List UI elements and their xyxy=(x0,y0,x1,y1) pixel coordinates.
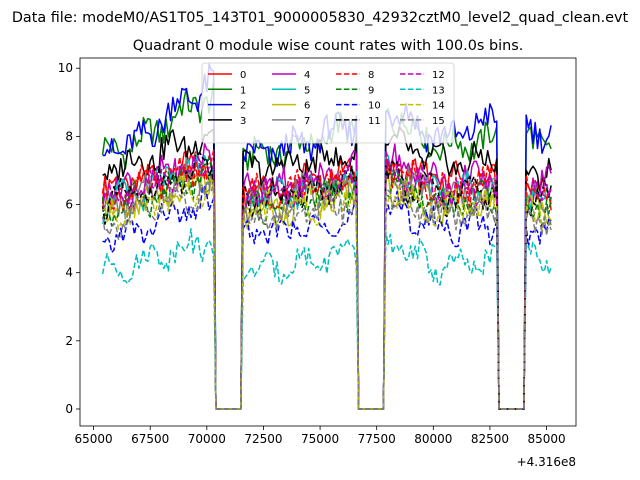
series-line-10 xyxy=(102,185,552,410)
legend-label-11: 11 xyxy=(368,116,381,127)
legend-label-13: 13 xyxy=(432,85,445,96)
chart-title: Quadrant 0 module wise count rates with … xyxy=(133,38,524,54)
series-line-1 xyxy=(101,81,552,410)
legend-label-0: 0 xyxy=(240,70,246,81)
legend-label-10: 10 xyxy=(368,101,381,112)
y-tick-label: 8 xyxy=(65,129,73,143)
series-line-13 xyxy=(101,228,552,410)
y-tick-label: 10 xyxy=(58,61,73,75)
legend-label-12: 12 xyxy=(432,70,445,81)
series-line-15 xyxy=(101,180,552,410)
x-tick-label: 75000 xyxy=(301,432,339,446)
legend-label-4: 4 xyxy=(304,70,310,81)
legend-label-8: 8 xyxy=(368,70,374,81)
x-tick-label: 72500 xyxy=(244,432,282,446)
x-tick-label: 77500 xyxy=(358,432,396,446)
legend-label-5: 5 xyxy=(304,85,310,96)
figure-suptitle: Data file: modeM0/AS1T05_143T01_90000058… xyxy=(12,10,629,26)
legend-label-9: 9 xyxy=(368,85,374,96)
x-axis: 65000 67500 70000 72500 75000 77500 80000 82500… xyxy=(74,426,566,446)
series-line-3 xyxy=(102,126,552,410)
legend-frame xyxy=(201,62,455,144)
y-tick-label: 4 xyxy=(65,266,73,280)
x-tick-label: 65000 xyxy=(74,432,112,446)
x-axis-offset-label: +4.316e8 xyxy=(517,455,576,469)
series-layer xyxy=(101,63,552,410)
x-tick-label: 70000 xyxy=(188,432,226,446)
legend-label-15: 15 xyxy=(432,116,445,127)
series-line-11 xyxy=(101,151,552,410)
y-tick-label: 6 xyxy=(65,198,73,212)
x-tick-label: 82500 xyxy=(471,432,509,446)
x-tick-label: 85000 xyxy=(527,432,565,446)
legend-label-6: 6 xyxy=(304,101,310,112)
y-axis: 0 2 4 6 8 10 xyxy=(58,61,80,416)
plot-frame xyxy=(79,57,577,427)
legend-label-14: 14 xyxy=(432,101,445,112)
series-line-8 xyxy=(101,149,552,410)
legend-label-1: 1 xyxy=(240,85,246,96)
legend-label-2: 2 xyxy=(240,101,246,112)
legend-label-3: 3 xyxy=(240,116,246,127)
y-tick-label: 0 xyxy=(65,402,73,416)
legend-label-7: 7 xyxy=(304,116,310,127)
x-tick-label: 80000 xyxy=(414,432,452,446)
x-tick-label: 67500 xyxy=(131,432,169,446)
y-tick-label: 2 xyxy=(65,334,73,348)
